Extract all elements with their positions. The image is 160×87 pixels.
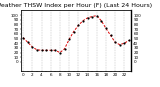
Point	[72, 31, 75, 32]
Point	[86, 17, 89, 19]
Point	[114, 42, 116, 43]
Point	[36, 49, 38, 50]
Point	[68, 39, 70, 40]
Point	[77, 25, 80, 26]
Point	[31, 46, 34, 48]
Point	[26, 42, 29, 43]
Point	[100, 20, 103, 21]
Point	[82, 20, 84, 21]
Point	[118, 44, 121, 45]
Point	[105, 28, 107, 29]
Point	[95, 15, 98, 16]
Point	[49, 50, 52, 51]
Point	[91, 16, 93, 17]
Point	[54, 50, 57, 51]
Point	[59, 52, 61, 53]
Text: Milwaukee Weather THSW Index per Hour (F) (Last 24 Hours): Milwaukee Weather THSW Index per Hour (F…	[0, 3, 152, 8]
Point	[45, 50, 47, 51]
Point	[123, 43, 126, 44]
Point	[63, 48, 66, 50]
Point	[128, 40, 130, 41]
Point	[109, 35, 112, 36]
Point	[22, 37, 24, 38]
Point	[40, 50, 43, 51]
